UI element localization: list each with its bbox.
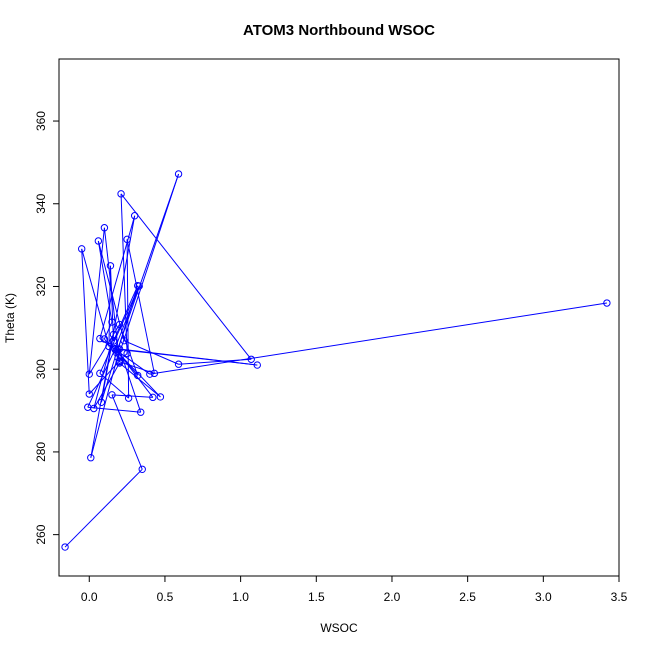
series-segment [119, 348, 142, 413]
series-segment [100, 352, 117, 403]
data-point [114, 353, 122, 362]
data-point [106, 262, 115, 270]
data-point [123, 349, 131, 358]
data-point [108, 318, 116, 326]
series-segment [88, 227, 105, 375]
data-point [149, 393, 157, 402]
chart-title: ATOM3 Northbound WSOC [243, 22, 435, 39]
series-segment [90, 215, 136, 458]
data-point [253, 361, 261, 369]
data-point [96, 369, 104, 378]
y-axis-label: Theta (K) [3, 293, 17, 343]
data-point [134, 371, 142, 380]
series-segment [81, 248, 110, 347]
series-segment [111, 394, 153, 398]
series-segment [109, 265, 114, 342]
data-point [247, 355, 255, 363]
data-point [138, 465, 146, 473]
series-segment [111, 394, 143, 470]
data-point [96, 334, 104, 343]
series-segment [114, 285, 140, 349]
plot-frame [58, 58, 620, 577]
data-point [123, 235, 131, 244]
x-axis-label: WSOC [320, 621, 358, 635]
x-tick-label: 3.5 [611, 590, 628, 604]
series-segment [97, 240, 113, 323]
series-segment [90, 348, 121, 458]
data-point [115, 320, 124, 329]
data-point [109, 330, 118, 339]
data-point [111, 345, 119, 354]
data-point [174, 360, 183, 368]
x-tick-label: 1.5 [308, 590, 325, 604]
data-point [85, 370, 93, 378]
x-tick-label: 0.5 [157, 590, 174, 604]
data-point [115, 359, 124, 367]
data-point [61, 543, 69, 551]
y-tick-label: 320 [34, 276, 48, 296]
data-point [130, 212, 139, 220]
series-line [64, 173, 607, 548]
y-tick-label: 280 [34, 442, 48, 462]
x-tick-label: 2.0 [384, 590, 401, 604]
data-point [115, 357, 124, 365]
data-point [105, 342, 113, 351]
data-point [94, 237, 103, 245]
y-tick-label: 300 [34, 359, 48, 379]
data-point [100, 335, 109, 343]
x-tick-label: 3.0 [535, 590, 552, 604]
data-point [78, 245, 86, 253]
x-axis: 0.0 0.5 1.0 1.5 2.0 2.5 3.0 3.5 [81, 576, 628, 604]
y-tick-label: 260 [34, 524, 48, 544]
data-point [137, 408, 145, 416]
data-point [150, 369, 159, 378]
series-segment [117, 173, 180, 358]
series-segment [120, 193, 252, 360]
series-segment [117, 348, 258, 366]
data-point [97, 398, 106, 406]
data-point [124, 394, 133, 402]
data-point [174, 170, 183, 178]
data-point [87, 454, 95, 462]
data-point [120, 336, 128, 345]
data-point [108, 391, 116, 399]
series-segment [87, 349, 116, 408]
series-segment [64, 468, 143, 548]
data-point [156, 393, 165, 401]
data-point [134, 281, 142, 290]
data-point [117, 190, 125, 198]
x-tick-label: 2.5 [459, 590, 476, 604]
series-segment [116, 173, 180, 353]
series-points [61, 170, 611, 551]
series-segment [123, 340, 179, 365]
data-point [85, 390, 93, 398]
x-tick-label: 0.0 [81, 590, 98, 604]
data-point [146, 370, 154, 378]
x-tick-label: 1.0 [232, 590, 249, 604]
y-tick-label: 340 [34, 193, 48, 213]
series-segment [149, 302, 607, 375]
data-point [100, 224, 109, 232]
series-segment [88, 324, 120, 375]
series-segment [81, 248, 90, 395]
series-segment [126, 239, 155, 374]
y-axis: 260 280 300 320 340 360 [34, 111, 59, 545]
y-tick-label: 360 [34, 111, 48, 131]
series-segment [93, 334, 114, 409]
data-point [603, 299, 611, 307]
data-point [84, 403, 92, 411]
data-point [115, 345, 124, 353]
series-segment [97, 240, 125, 341]
